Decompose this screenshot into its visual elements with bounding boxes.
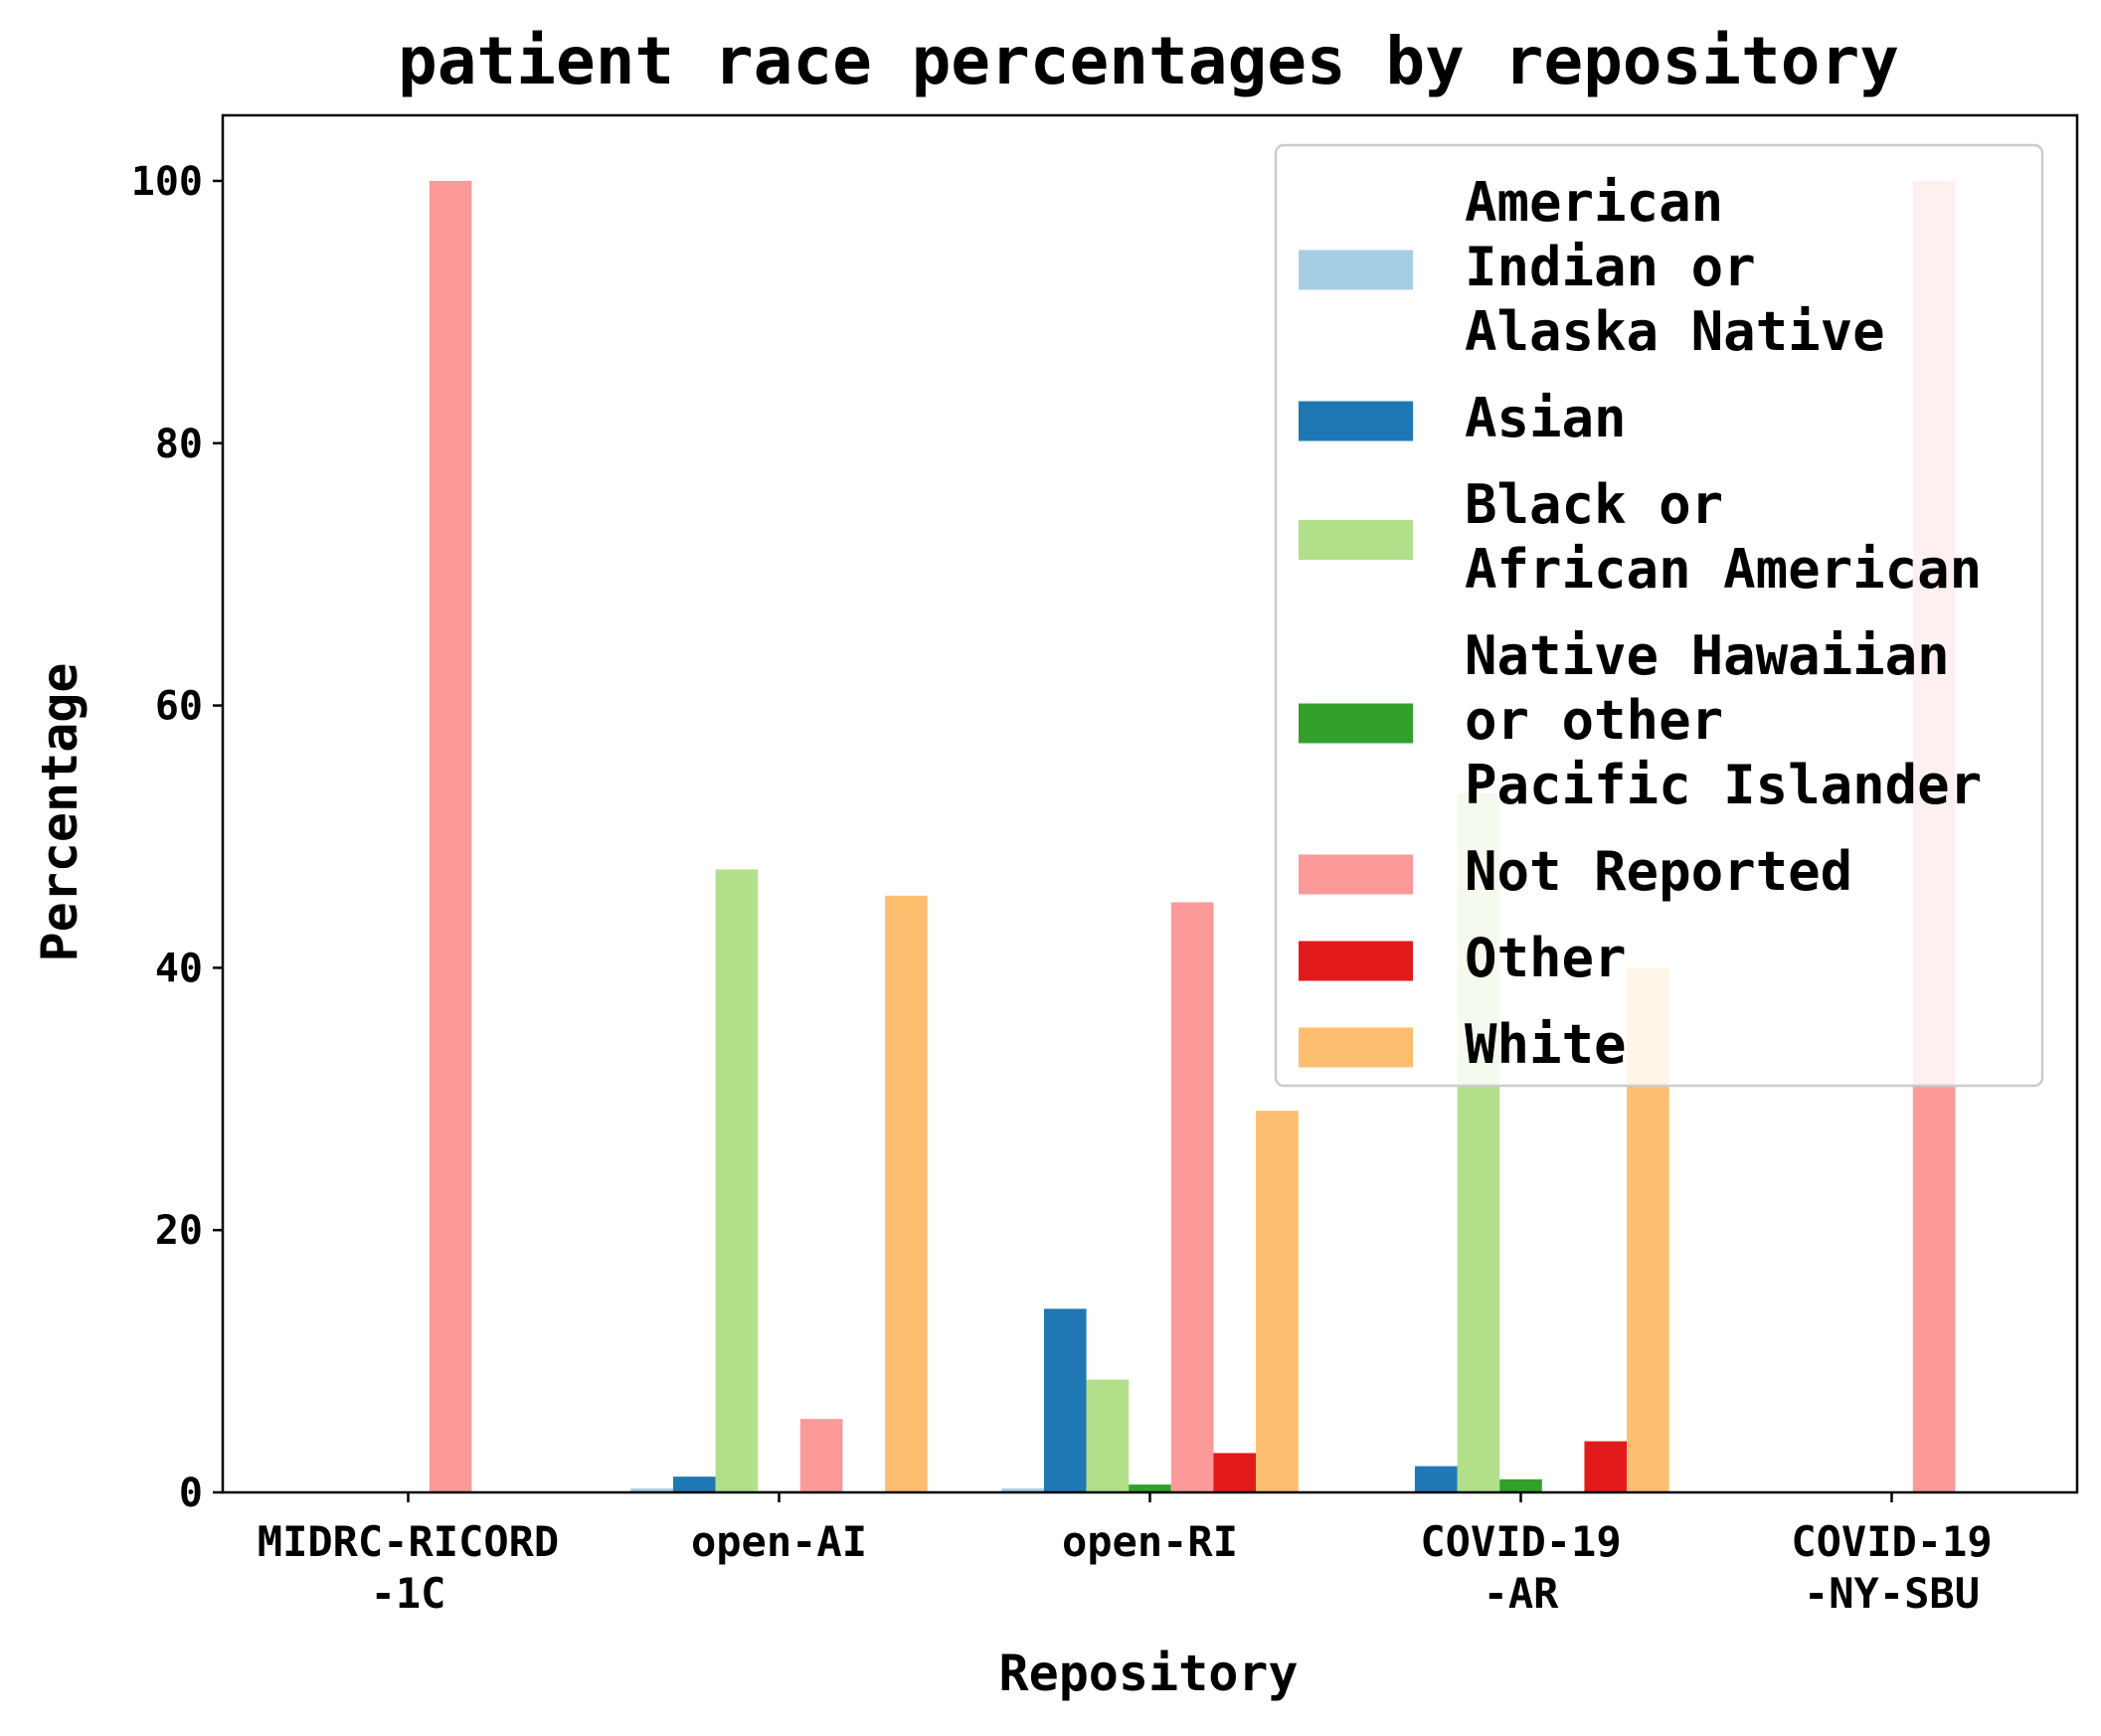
legend-label: Pacific Islander (1465, 754, 1982, 816)
legend-label: Not Reported (1465, 840, 1852, 903)
legend-swatch (1299, 520, 1413, 560)
bar (885, 895, 928, 1492)
legend-label: Black or (1465, 473, 1723, 536)
bar (630, 1488, 673, 1492)
x-tick-label: -NY-SBU (1804, 1569, 1980, 1618)
y-tick-label: 0 (179, 1471, 203, 1516)
y-axis-label: Percentage (31, 662, 88, 961)
x-tick-label: -AR (1484, 1569, 1560, 1618)
legend-label: Alaska Native (1465, 300, 1885, 363)
legend-swatch (1299, 250, 1413, 290)
y-tick-label: 80 (155, 422, 203, 467)
bar (429, 180, 472, 1493)
legend-label: Indian or (1465, 236, 1756, 298)
bar (1086, 1379, 1130, 1492)
x-tick-label: -1C (371, 1569, 446, 1618)
y-tick-label: 20 (155, 1208, 203, 1254)
y-tick-label: 40 (155, 946, 203, 991)
bar (799, 1419, 843, 1492)
legend-label: Other (1465, 927, 1627, 989)
x-tick-label: open-RI (1062, 1517, 1238, 1566)
legend-swatch (1299, 703, 1413, 744)
axes-group: 0 20 40 60 80 100 MIDRC-RICORD-1C open-AI open-R… (131, 113, 2079, 1618)
bar (1129, 1484, 1171, 1492)
legend-swatch (1299, 1027, 1413, 1068)
legend-label: Native Hawaiian (1465, 624, 1950, 687)
legend-swatch (1299, 854, 1413, 895)
legend-label: American (1465, 171, 1723, 234)
bar (1001, 1488, 1044, 1492)
x-tick-label: MIDRC-RICORD (258, 1517, 559, 1566)
bar (672, 1476, 716, 1492)
bar (1414, 1466, 1458, 1492)
x-tick-label: COVID-19 (1420, 1517, 1621, 1566)
y-tick-label: 60 (155, 684, 203, 730)
legend-box (1274, 143, 2044, 1088)
legend-label: African American (1465, 538, 1982, 601)
chart-title: patient race percentages by repository (398, 23, 1899, 99)
bar (1170, 902, 1214, 1492)
x-tick-label: COVID-19 (1791, 1517, 1992, 1566)
bar (1043, 1308, 1087, 1492)
bar (1499, 1478, 1542, 1492)
legend-swatch (1299, 941, 1413, 981)
legend-label: or other (1465, 689, 1723, 752)
bar (1584, 1441, 1628, 1492)
legend-swatch (1299, 401, 1413, 441)
y-tick-label: 100 (131, 159, 203, 205)
bar (1213, 1453, 1257, 1492)
legend-label: Asian (1465, 387, 1627, 449)
bar (715, 869, 759, 1492)
bar (1256, 1111, 1299, 1492)
legend-label: White (1465, 1013, 1627, 1076)
x-tick-label: open-AI (691, 1517, 867, 1566)
x-axis-label: Repository (998, 1645, 1298, 1702)
